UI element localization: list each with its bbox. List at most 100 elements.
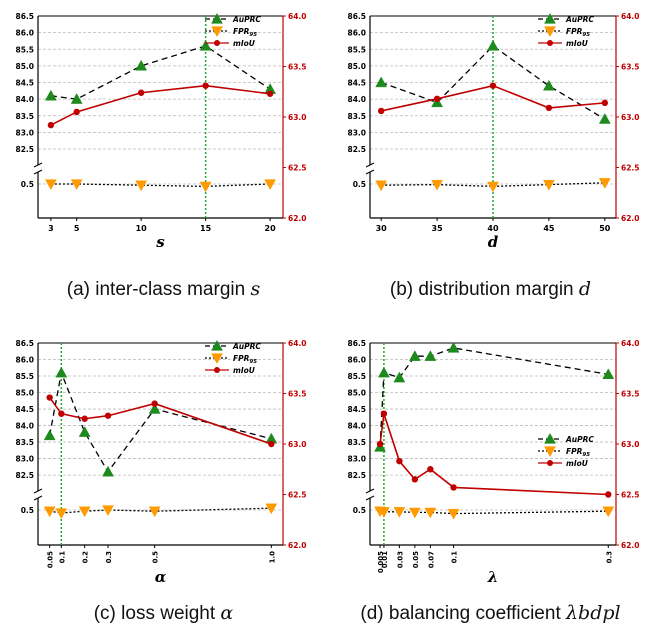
legend-marker (544, 432, 556, 444)
data-point-miou (377, 107, 385, 115)
legend-marker (544, 26, 556, 38)
chart-panel-4: 82.5 83.0 83.5 84.0 84.5 85.0 85.5 86.0 86.5 0.5 6… (347, 339, 639, 586)
data-point-auprc (542, 79, 555, 91)
left-tick-label: 83.5 (15, 438, 34, 447)
data-point-fpr95 (265, 503, 278, 515)
x-tick-label: 5 (74, 224, 80, 233)
caption-c-variable: α (220, 602, 234, 624)
data-point-miou (266, 90, 274, 97)
data-point-miou (81, 415, 88, 422)
data-point-fpr95 (43, 506, 56, 518)
axis-break-mark (33, 169, 43, 175)
caption-b-text: (b) distribution margin (389, 279, 579, 300)
caption-a-variable: s (250, 278, 261, 300)
x-tick-label: 35 (432, 224, 444, 233)
data-point-auprc (487, 39, 499, 51)
series-line-auprc (49, 370, 272, 473)
legend-marker (211, 353, 223, 365)
chart-panel-3: 82.5 83.0 83.5 84.0 84.5 85.0 85.5 86.0 86.5 0.5 6… (15, 339, 306, 586)
x-axis-label: λ (487, 568, 499, 586)
data-point-auprc (598, 113, 611, 124)
right-tick-label: 62.5 (621, 164, 640, 173)
left-tick-label: 84.0 (347, 95, 366, 104)
right-tick-label: 63.5 (288, 63, 307, 72)
data-point-miou (268, 440, 275, 448)
left-tick-label: 83.5 (347, 112, 366, 121)
legend-marker (211, 339, 223, 351)
right-tick-label: 63.5 (621, 390, 640, 399)
data-point-miou (58, 410, 65, 417)
legend-label: FPR95 (566, 447, 590, 458)
chart-panel-2: 82.5 83.0 83.5 84.0 84.5 85.0 85.5 86.0 86.5 0.5 6… (347, 12, 639, 251)
right-tick-label: 64.0 (288, 12, 307, 21)
left-tick-label: 83.0 (347, 455, 366, 464)
x-tick-label: 10 (136, 224, 148, 233)
left-tick-label: 84.0 (15, 95, 34, 104)
left-tick-label: 84.5 (15, 79, 34, 88)
right-tick-label: 62.5 (621, 491, 640, 500)
series-line-fpr95 (381, 182, 605, 188)
data-point-fpr95 (78, 506, 91, 518)
caption-a: (a) inter-class margin s (0, 278, 327, 301)
caption-c-text: (c) loss weight (93, 603, 221, 624)
caption-b-variable: d (578, 278, 592, 300)
right-tick-label: 63.0 (621, 440, 640, 449)
x-tick-label: 30 (376, 224, 388, 233)
data-point-miou (137, 89, 145, 96)
caption-c: (c) loss weight α (0, 602, 327, 625)
data-point-fpr95 (377, 507, 390, 518)
left-tick-label: 85.0 (347, 62, 366, 71)
data-point-fpr95 (55, 508, 68, 520)
legend-label: mIoU (233, 366, 255, 375)
right-tick-label: 64.0 (621, 12, 640, 21)
x-tick-label: 0.005 (377, 551, 385, 573)
left-tick-label: 83.5 (347, 438, 366, 447)
left-tick-label: 85.5 (347, 372, 366, 381)
x-tick-label: 0.07 (427, 551, 435, 568)
x-axis-label: d (488, 233, 499, 251)
left-tick-label: 83.0 (347, 128, 366, 137)
series-line-auprc (379, 347, 609, 448)
data-point-fpr95 (542, 179, 555, 191)
right-tick-label: 63.5 (621, 63, 640, 72)
x-tick-label: 20 (265, 224, 277, 233)
series-line-miou (49, 397, 272, 445)
data-point-miou (396, 457, 403, 465)
x-axis-label: s (156, 233, 165, 251)
data-point-auprc (102, 465, 114, 477)
x-tick-label: 40 (487, 224, 499, 233)
left-tick-label: 84.5 (347, 79, 366, 88)
left-tick-label: 0.5 (21, 180, 34, 189)
left-tick-label: 0.5 (353, 506, 366, 515)
left-tick-label: 82.5 (347, 145, 366, 154)
axis-break-mark (365, 162, 375, 168)
left-tick-label: 86.5 (347, 12, 366, 21)
data-point-auprc (408, 350, 421, 361)
data-point-miou (545, 104, 553, 112)
left-tick-label: 0.5 (21, 506, 34, 515)
axis-break-mark (33, 162, 43, 168)
chart-panel-1: 82.5 83.0 83.5 84.0 84.5 85.0 85.5 86.0 86.5 0.5 6… (15, 12, 306, 251)
left-tick-label: 86.0 (15, 356, 34, 365)
legend-label: mIoU (233, 39, 255, 48)
legend-marker (544, 446, 556, 458)
data-point-auprc (70, 93, 83, 104)
data-point-auprc (148, 403, 161, 414)
x-tick-label: 0.05 (412, 551, 420, 568)
caption-d-variable: λbdpl (566, 602, 621, 624)
legend-label: AuPRC (232, 15, 261, 24)
left-tick-label: 86.5 (347, 339, 366, 348)
left-tick-label: 82.5 (15, 471, 34, 480)
data-point-miou (47, 121, 55, 129)
data-point-miou (489, 82, 497, 89)
data-point-miou (433, 95, 441, 103)
caption-d-text: (d) balancing coefficient (360, 603, 566, 624)
left-tick-label: 86.0 (347, 356, 366, 365)
left-tick-label: 84.5 (15, 405, 34, 414)
caption-d: (d) balancing coefficient λbdpl (327, 602, 654, 625)
x-tick-label: 50 (599, 224, 611, 233)
x-tick-label: 0.5 (152, 551, 160, 564)
